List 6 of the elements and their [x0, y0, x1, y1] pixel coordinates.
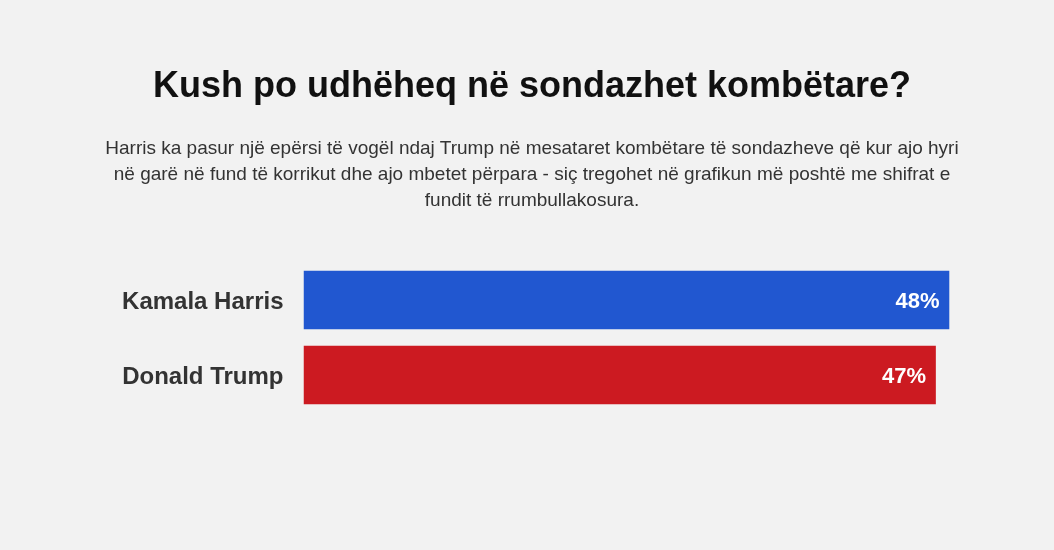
data-label: 47% [882, 362, 927, 388]
chart-title: Kush po udhëheq në sondazhet kombëtare? [152, 63, 912, 107]
data-label: 48% [895, 287, 940, 313]
y-tick-label: Donald Trump [122, 361, 284, 389]
y-tick-label: Kamala Harris [122, 286, 284, 314]
chart-subtitle: Harris ka pasur një epërsi të vogël ndaj Trump në mesataret kombëtare të sondazheve që kur ajo hyri në garë në fund të korrikut dhe ajo mbetet përpara - siç tregohet në grafikun më poshtë me shifrat e fundit të rrumbullakosura. [105, 136, 959, 212]
